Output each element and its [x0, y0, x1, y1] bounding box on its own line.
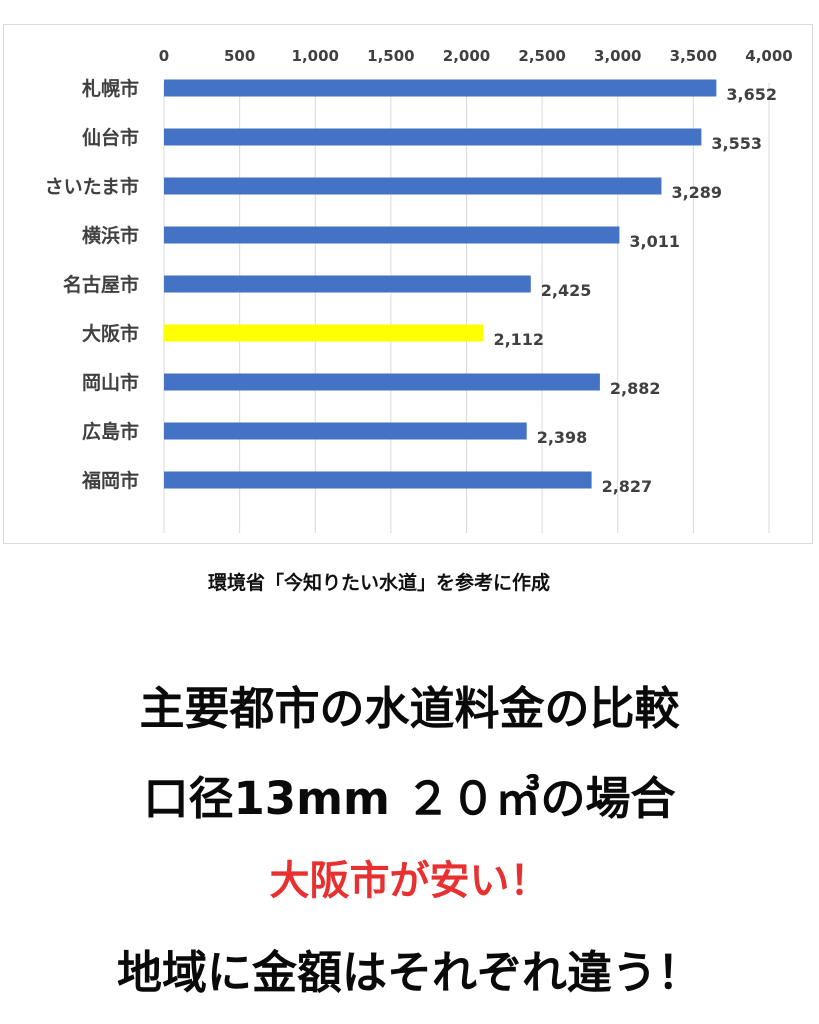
bar	[164, 471, 592, 489]
category-label: 広島市	[82, 420, 139, 443]
headline-title: 主要都市の水道料金の比較	[139, 682, 680, 735]
category-label: 名古屋市	[63, 273, 139, 296]
source-note: 環境省「今知りたい水道」を参考に作成	[208, 572, 551, 594]
data-label: 2,882	[610, 379, 661, 398]
data-label: 3,011	[629, 232, 680, 251]
data-label: 3,652	[726, 85, 777, 104]
data-label: 3,289	[671, 183, 722, 202]
bar	[164, 177, 662, 195]
bar	[164, 275, 531, 293]
bar	[164, 324, 484, 342]
x-tick-label: 2,000	[443, 47, 490, 65]
x-tick-label: 2,500	[518, 47, 565, 65]
bar	[164, 79, 717, 97]
bar	[164, 373, 600, 391]
data-label: 2,398	[537, 428, 588, 447]
category-label: 福岡市	[81, 469, 139, 492]
category-label: さいたま市	[45, 175, 139, 198]
bar	[164, 422, 527, 440]
data-label: 2,827	[602, 477, 653, 496]
x-tick-label: 0	[159, 47, 169, 65]
bar	[164, 128, 702, 146]
headline-condition: 口径13mm ２０㎥の場合	[143, 772, 676, 825]
x-tick-label: 1,500	[367, 47, 414, 65]
x-tick-label: 4,000	[745, 47, 792, 65]
category-label: 岡山市	[82, 371, 139, 394]
chart-frame: 0 500 1,000 1,500 2,000 2,500 3,000 3,500 4,000 札…	[3, 24, 813, 544]
x-tick-label: 1,000	[292, 47, 339, 65]
category-label: 横浜市	[82, 224, 139, 247]
x-tick-label: 3,000	[594, 47, 641, 65]
category-label: 大阪市	[82, 322, 139, 345]
x-tick-label: 500	[224, 47, 255, 65]
bar	[164, 226, 620, 244]
data-label: 2,112	[493, 330, 544, 349]
category-label: 仙台市	[82, 126, 139, 149]
x-tick-label: 3,500	[670, 47, 717, 65]
data-label: 2,425	[541, 281, 592, 300]
data-label: 3,553	[711, 134, 762, 153]
headline-note: 地域に金額はそれぞれ違う！	[116, 946, 702, 999]
bar-chart: 0 500 1,000 1,500 2,000 2,500 3,000 3,500 4,000 札…	[45, 47, 793, 533]
headline-highlight: 大阪市が安い！	[269, 858, 550, 904]
category-label: 札幌市	[81, 77, 139, 100]
